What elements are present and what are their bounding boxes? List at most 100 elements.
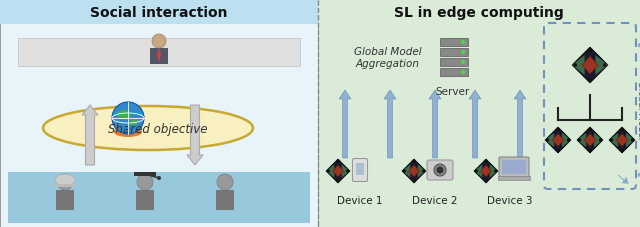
Polygon shape <box>594 133 603 147</box>
Circle shape <box>484 179 488 183</box>
Circle shape <box>336 179 340 183</box>
FancyBboxPatch shape <box>440 58 468 66</box>
Circle shape <box>588 128 592 131</box>
Bar <box>18 38 300 66</box>
Circle shape <box>461 40 465 44</box>
Text: Device 2: Device 2 <box>412 196 458 206</box>
Circle shape <box>434 164 446 176</box>
Polygon shape <box>545 127 571 153</box>
Polygon shape <box>545 133 554 147</box>
Polygon shape <box>562 133 571 147</box>
Text: Server: Server <box>436 87 470 97</box>
Bar <box>318 0 640 24</box>
Text: Device 3: Device 3 <box>487 196 532 206</box>
Circle shape <box>157 176 161 180</box>
Circle shape <box>412 179 416 183</box>
Circle shape <box>57 174 73 190</box>
Bar <box>356 163 364 175</box>
FancyBboxPatch shape <box>499 157 529 177</box>
Ellipse shape <box>117 110 131 120</box>
Circle shape <box>412 159 416 163</box>
Polygon shape <box>572 47 608 83</box>
Polygon shape <box>474 164 483 178</box>
Polygon shape <box>626 133 635 147</box>
FancyArrow shape <box>469 90 481 158</box>
Text: Social interaction: Social interaction <box>90 6 228 20</box>
FancyBboxPatch shape <box>440 38 468 46</box>
Circle shape <box>603 63 607 67</box>
Circle shape <box>494 169 498 173</box>
Text: Shared objective: Shared objective <box>108 123 208 136</box>
FancyArrow shape <box>384 90 396 158</box>
Polygon shape <box>474 159 498 183</box>
Polygon shape <box>157 49 161 62</box>
Polygon shape <box>577 127 603 153</box>
Polygon shape <box>326 164 334 178</box>
Circle shape <box>137 174 153 190</box>
FancyArrow shape <box>339 90 351 158</box>
Circle shape <box>461 50 465 54</box>
Polygon shape <box>572 55 584 75</box>
Circle shape <box>403 169 406 173</box>
FancyBboxPatch shape <box>136 190 154 210</box>
FancyBboxPatch shape <box>427 160 453 180</box>
Circle shape <box>326 169 330 173</box>
Polygon shape <box>342 164 350 178</box>
Polygon shape <box>609 127 635 153</box>
Polygon shape <box>616 133 628 146</box>
Ellipse shape <box>55 174 75 186</box>
FancyBboxPatch shape <box>150 48 168 64</box>
Circle shape <box>422 169 426 173</box>
FancyBboxPatch shape <box>56 190 74 210</box>
Polygon shape <box>402 159 426 183</box>
Circle shape <box>609 138 613 142</box>
Circle shape <box>217 174 233 190</box>
FancyBboxPatch shape <box>353 158 367 182</box>
Polygon shape <box>326 159 350 183</box>
Circle shape <box>474 169 478 173</box>
FancyBboxPatch shape <box>440 48 468 56</box>
Circle shape <box>599 138 602 142</box>
Bar <box>0 0 318 24</box>
Polygon shape <box>418 164 426 178</box>
FancyArrow shape <box>82 105 98 165</box>
Circle shape <box>631 138 634 142</box>
Polygon shape <box>481 165 492 177</box>
Circle shape <box>545 138 549 142</box>
Polygon shape <box>552 133 564 146</box>
Circle shape <box>620 128 624 131</box>
Polygon shape <box>577 133 586 147</box>
Text: Global Model
Aggregation: Global Model Aggregation <box>354 47 422 69</box>
Circle shape <box>620 149 624 153</box>
Circle shape <box>484 159 488 163</box>
Polygon shape <box>595 55 608 75</box>
FancyArrow shape <box>429 90 441 158</box>
Circle shape <box>573 63 577 67</box>
Circle shape <box>556 149 560 153</box>
Circle shape <box>346 169 349 173</box>
Ellipse shape <box>43 106 253 150</box>
Circle shape <box>461 70 465 74</box>
Bar <box>0 0 318 227</box>
Polygon shape <box>402 164 410 178</box>
FancyArrow shape <box>187 105 203 165</box>
Circle shape <box>152 34 166 48</box>
Text: Device 1: Device 1 <box>337 196 383 206</box>
Polygon shape <box>582 56 598 74</box>
FancyArrow shape <box>618 175 628 184</box>
Polygon shape <box>609 133 618 147</box>
Circle shape <box>556 128 560 131</box>
Bar <box>134 172 156 176</box>
Polygon shape <box>584 133 596 146</box>
FancyArrow shape <box>514 90 526 158</box>
Ellipse shape <box>114 127 142 137</box>
Circle shape <box>461 60 465 64</box>
FancyBboxPatch shape <box>216 190 234 210</box>
Bar <box>498 176 530 180</box>
Circle shape <box>588 149 592 153</box>
Bar <box>8 172 310 223</box>
Circle shape <box>588 78 592 81</box>
Bar <box>502 160 526 174</box>
Polygon shape <box>333 165 344 177</box>
Polygon shape <box>490 164 498 178</box>
